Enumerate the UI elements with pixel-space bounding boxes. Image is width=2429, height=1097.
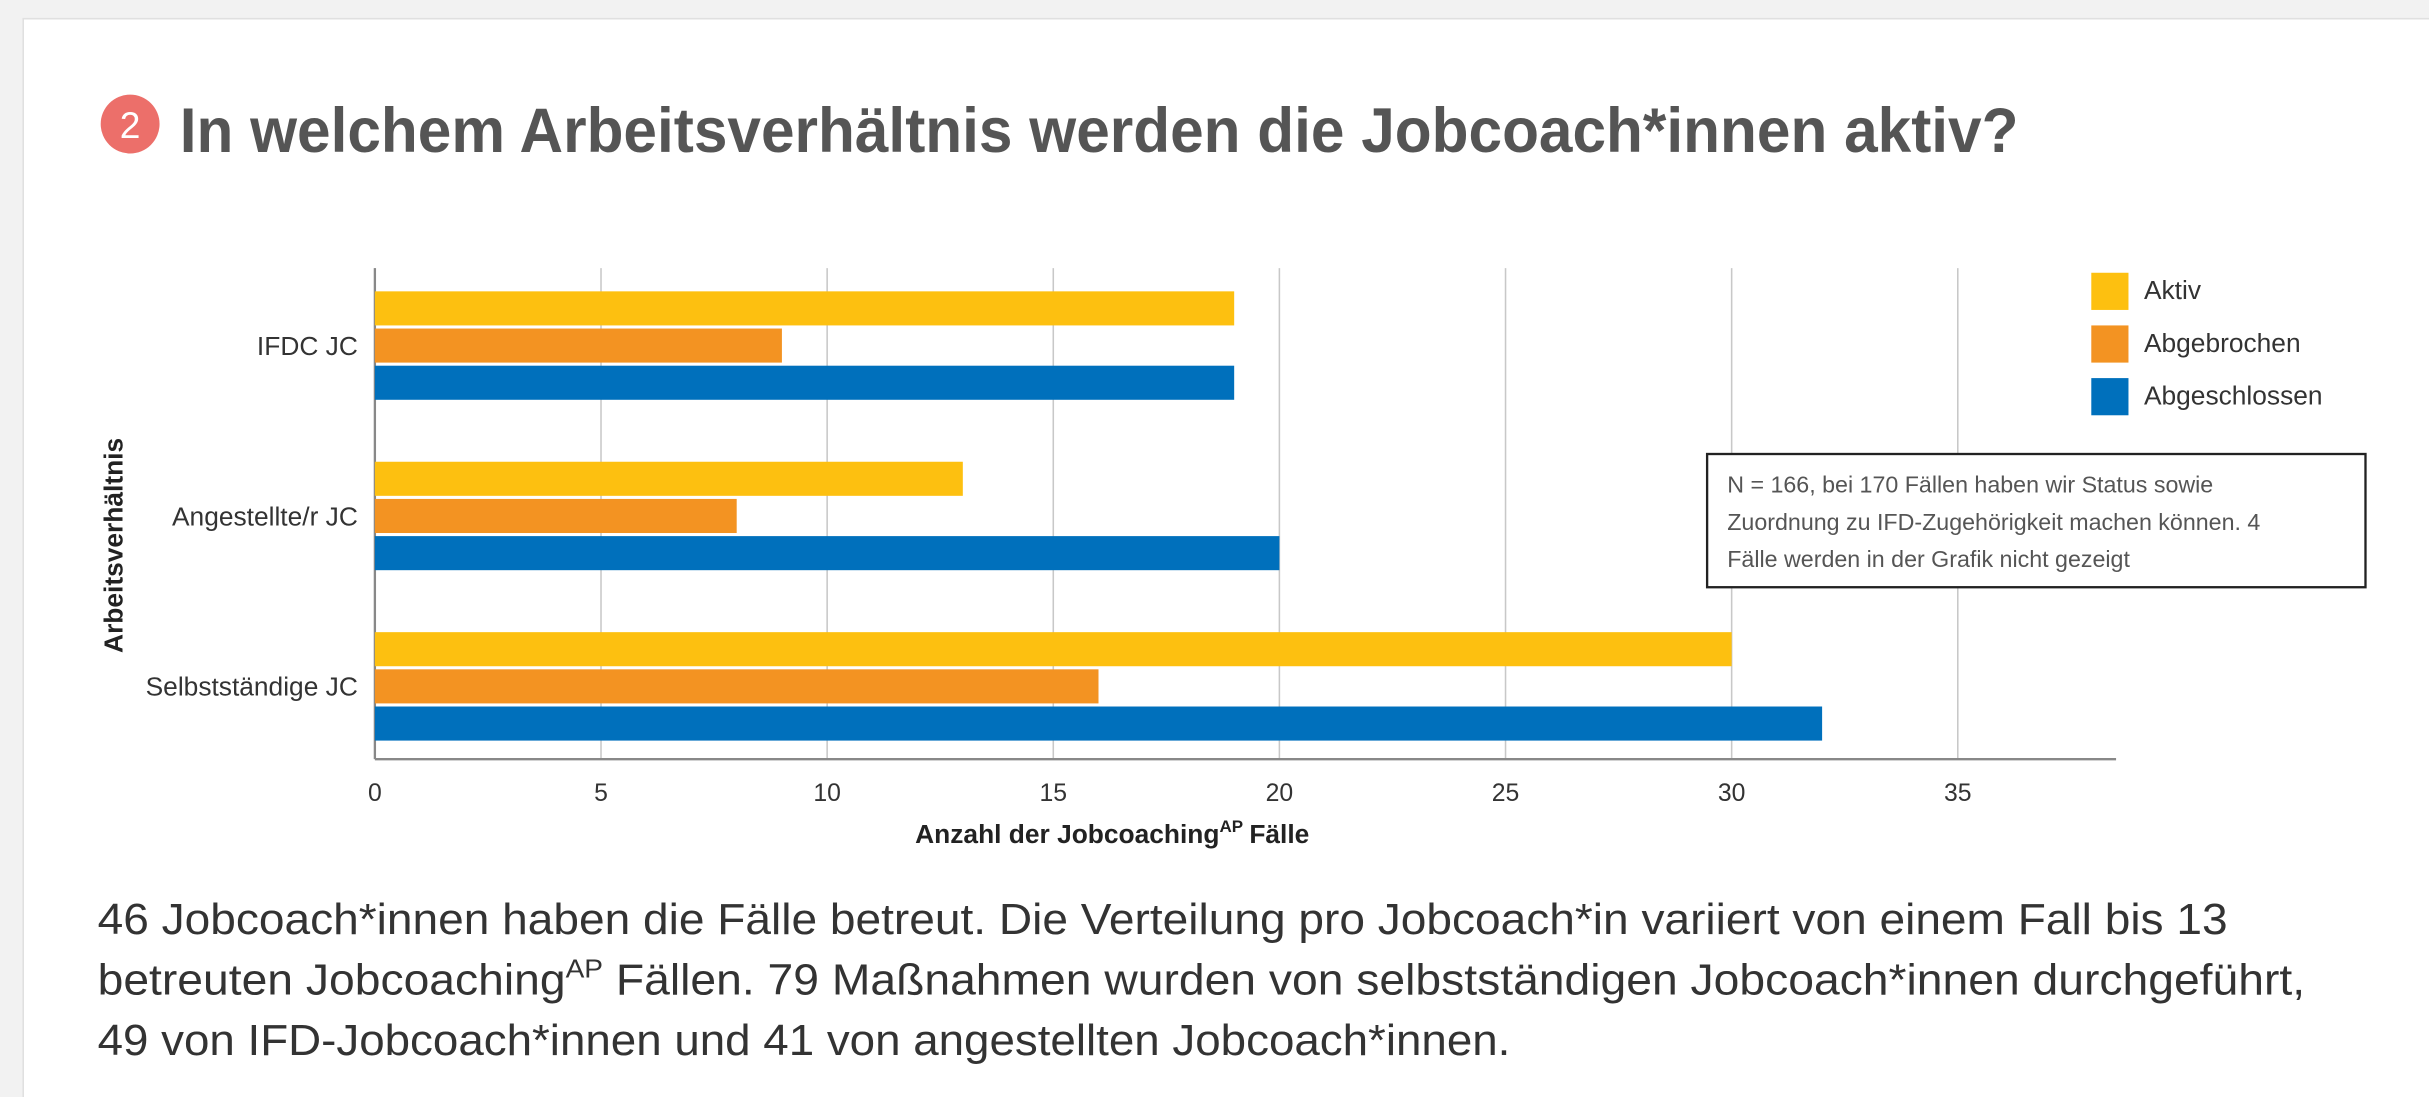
- x-tick-label: 10: [813, 780, 841, 807]
- x-tick-label: 20: [1266, 780, 1294, 807]
- note-line: N = 166, bei 170 Fällen haben wir Status…: [1727, 472, 2213, 498]
- badge: [100, 94, 160, 154]
- text-part: AP: [1219, 817, 1243, 836]
- bar: [374, 536, 1280, 571]
- text-part: Anzahl der Jobcoaching: [915, 819, 1219, 849]
- x-tick-label: 5: [594, 780, 608, 807]
- badge-number: 2: [120, 104, 141, 146]
- bar: [374, 328, 782, 363]
- chart-title: In welchem Arbeitsverhältnis werden die …: [180, 96, 2019, 166]
- y-axis-label: Arbeitsverhältnis: [98, 438, 128, 653]
- y-tick-label: Selbstständige JC: [146, 672, 358, 702]
- x-tick-label: 25: [1492, 780, 1520, 807]
- paragraph-line: betreuten Jobcoaching AP Fällen. 79 Maßna…: [98, 954, 2305, 1005]
- legend-label: Aktiv: [2144, 275, 2202, 305]
- x-tick-label: 0: [368, 780, 382, 807]
- text-part: Fälle: [1249, 819, 1309, 849]
- legend-swatch: [2091, 272, 2129, 310]
- legend-swatch: [2091, 325, 2129, 363]
- bar: [374, 706, 1823, 741]
- bar: [374, 291, 1235, 326]
- text-part: 49 von IFD-Jobcoach*innen und 41 von ang…: [98, 1017, 1511, 1065]
- y-tick-label: IFDC JC: [257, 331, 358, 361]
- paragraph-line: 49 von IFD-Jobcoach*innen und 41 von ang…: [98, 1017, 1511, 1065]
- paragraph-line: 46 Jobcoach*innen haben die Fälle betreu…: [98, 896, 2228, 944]
- bar: [374, 632, 1732, 667]
- note-line: Fälle werden in der Grafik nicht gezeigt: [1727, 546, 2130, 572]
- bar: [374, 498, 737, 534]
- bar: [374, 669, 1099, 704]
- legend-label: Abgeschlossen: [2144, 380, 2323, 410]
- x-tick-label: 30: [1718, 780, 1746, 807]
- text-part: AP: [566, 954, 603, 984]
- x-tick-label: 35: [1944, 780, 1972, 807]
- bar: [374, 461, 963, 496]
- bar: [374, 365, 1235, 400]
- x-tick-label: 15: [1039, 780, 1067, 807]
- text-part: betreuten Jobcoaching: [98, 957, 566, 1005]
- note-line: Zuordnung zu IFD-Zugehörigkeit machen kö…: [1727, 509, 2260, 535]
- text-part: 46 Jobcoach*innen haben die Fälle betreu…: [98, 896, 2228, 944]
- legend-swatch: [2091, 378, 2129, 416]
- text-part: Fällen. 79 Maßnahmen wurden von selbstst…: [603, 957, 2305, 1005]
- x-axis-label: Anzahl der JobcoachingAP Fälle: [915, 817, 1309, 849]
- y-tick-label: Angestellte/r JC: [172, 501, 358, 531]
- note-box: [1705, 452, 2367, 589]
- legend-label: Abgebrochen: [2144, 328, 2301, 358]
